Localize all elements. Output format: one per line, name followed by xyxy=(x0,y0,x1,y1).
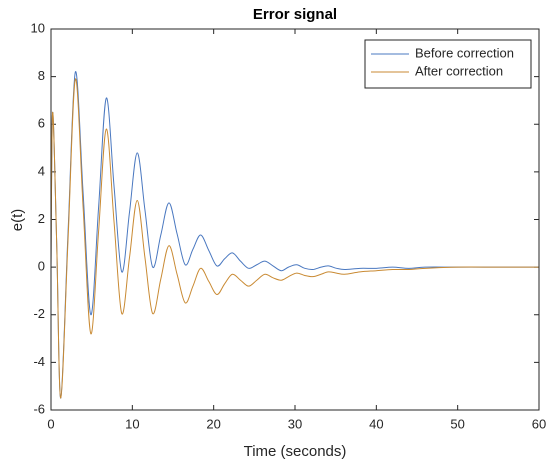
chart-title: Error signal xyxy=(253,6,337,23)
y-tick-label: -6 xyxy=(33,401,45,416)
x-tick-label: 10 xyxy=(125,416,139,431)
legend-label: After correction xyxy=(415,63,503,78)
y-tick-label: 6 xyxy=(38,116,45,131)
y-tick-label: 8 xyxy=(38,68,45,83)
plot-area xyxy=(51,71,539,399)
series-line xyxy=(51,71,539,399)
x-tick-label: 30 xyxy=(288,416,302,431)
legend-label: Before correction xyxy=(415,45,514,60)
plot-frame xyxy=(50,28,540,411)
y-tick-label: -2 xyxy=(33,306,45,321)
x-tick-label: 40 xyxy=(369,416,383,431)
y-tick-label: -4 xyxy=(33,354,45,369)
x-tick-label: 20 xyxy=(206,416,220,431)
y-tick-label: 2 xyxy=(38,211,45,226)
y-tick-label: 10 xyxy=(31,20,45,35)
x-tick-label: 50 xyxy=(450,416,464,431)
y-axis-label: e(t) xyxy=(9,209,26,232)
series-line xyxy=(51,78,539,399)
x-axis-label: Time (seconds) xyxy=(244,443,347,460)
x-tick-label: 0 xyxy=(47,416,54,431)
x-tick-label: 60 xyxy=(532,416,546,431)
y-tick-label: 4 xyxy=(38,163,45,178)
y-tick-label: 0 xyxy=(38,259,45,274)
legend-box xyxy=(364,39,532,89)
